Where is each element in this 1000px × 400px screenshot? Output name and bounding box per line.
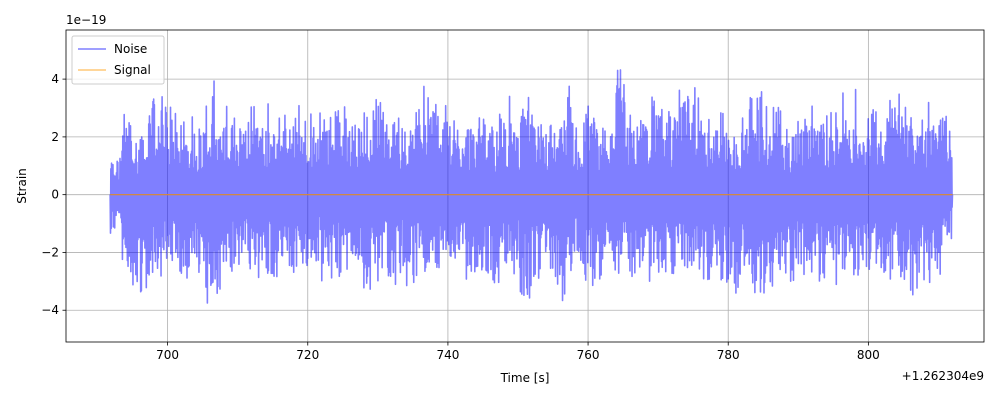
y-tick-label: 0	[51, 188, 59, 202]
y-axis-label: Strain	[15, 168, 29, 204]
legend-label-noise: Noise	[114, 42, 147, 56]
y-tick-label: 4	[51, 72, 59, 86]
y-tick-label: 2	[51, 130, 59, 144]
x-tick-label: 700	[156, 348, 179, 362]
x-tick-label: 800	[857, 348, 880, 362]
series-layer	[109, 69, 954, 304]
y-tick-label: −4	[41, 303, 59, 317]
noise-series-line	[109, 69, 954, 304]
legend-label-signal: Signal	[114, 63, 151, 77]
y-tick-label: −2	[41, 245, 59, 259]
axis-ticks: 700 720 740 760 780 800 −4 −2 0 2 4	[41, 72, 880, 362]
x-tick-label: 740	[436, 348, 459, 362]
x-tick-label: 760	[577, 348, 600, 362]
legend: Noise Signal	[71, 35, 165, 85]
y-scale-label: 1e−19	[66, 13, 106, 27]
x-tick-label: 720	[296, 348, 319, 362]
x-offset-label: +1.262304e9	[902, 369, 984, 383]
x-tick-label: 780	[717, 348, 740, 362]
legend-box	[71, 35, 165, 85]
plot-frame	[65, 29, 985, 343]
x-axis-label: Time [s]	[500, 371, 550, 385]
